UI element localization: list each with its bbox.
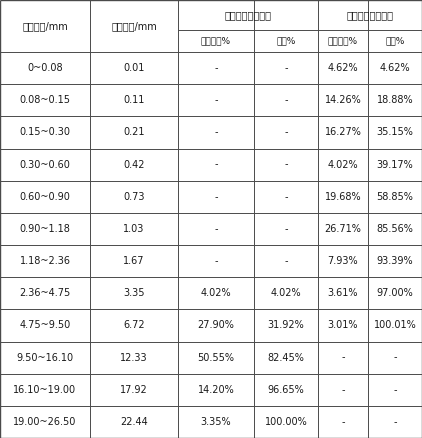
Text: -: - — [214, 159, 218, 170]
Text: 22.44: 22.44 — [120, 417, 148, 427]
Text: 1.03: 1.03 — [123, 224, 145, 234]
Text: 50.55%: 50.55% — [197, 353, 235, 363]
Text: 0.08~0.15: 0.08~0.15 — [19, 95, 70, 105]
Text: -: - — [284, 256, 288, 266]
Text: 85.56%: 85.56% — [376, 224, 414, 234]
Text: 3.35%: 3.35% — [201, 417, 231, 427]
Text: -: - — [284, 192, 288, 202]
Text: 14.26%: 14.26% — [325, 95, 361, 105]
Text: 3.61%: 3.61% — [328, 288, 358, 298]
Text: 4.02%: 4.02% — [201, 288, 231, 298]
Text: 0.42: 0.42 — [123, 159, 145, 170]
Text: 27.90%: 27.90% — [197, 321, 235, 330]
Text: -: - — [284, 224, 288, 234]
Text: 1.67: 1.67 — [123, 256, 145, 266]
Text: -: - — [393, 353, 397, 363]
Text: -: - — [214, 95, 218, 105]
Text: 16.27%: 16.27% — [325, 127, 361, 138]
Text: -: - — [284, 127, 288, 138]
Text: 82.45%: 82.45% — [268, 353, 304, 363]
Text: 体积分数%: 体积分数% — [328, 36, 358, 46]
Text: -: - — [341, 417, 345, 427]
Text: 累积%: 累积% — [276, 36, 296, 46]
Text: 0.15~0.30: 0.15~0.30 — [19, 127, 70, 138]
Text: 97.00%: 97.00% — [376, 288, 414, 298]
Text: 19.00~26.50: 19.00~26.50 — [14, 417, 77, 427]
Text: 4.62%: 4.62% — [328, 63, 358, 73]
Text: 3.01%: 3.01% — [328, 321, 358, 330]
Text: 体积分数%: 体积分数% — [201, 36, 231, 46]
Text: 累积%: 累积% — [385, 36, 405, 46]
Text: -: - — [341, 353, 345, 363]
Text: 4.75~9.50: 4.75~9.50 — [19, 321, 70, 330]
Text: 12.33: 12.33 — [120, 353, 148, 363]
Text: 0~0.08: 0~0.08 — [27, 63, 63, 73]
Text: -: - — [214, 127, 218, 138]
Text: -: - — [214, 63, 218, 73]
Text: -: - — [393, 417, 397, 427]
Text: 93.39%: 93.39% — [377, 256, 413, 266]
Text: -: - — [284, 159, 288, 170]
Text: 4.62%: 4.62% — [380, 63, 410, 73]
Text: 3.35: 3.35 — [123, 288, 145, 298]
Text: 粗骨料粒级分布表: 粗骨料粒级分布表 — [225, 10, 271, 20]
Text: 26.71%: 26.71% — [325, 224, 361, 234]
Text: 1.18~2.36: 1.18~2.36 — [19, 256, 70, 266]
Text: 35.15%: 35.15% — [376, 127, 414, 138]
Text: 58.85%: 58.85% — [376, 192, 414, 202]
Text: 4.02%: 4.02% — [271, 288, 301, 298]
Text: 39.17%: 39.17% — [376, 159, 414, 170]
Text: -: - — [214, 256, 218, 266]
Text: -: - — [214, 192, 218, 202]
Text: 4.02%: 4.02% — [328, 159, 358, 170]
Text: -: - — [393, 385, 397, 395]
Text: 31.92%: 31.92% — [268, 321, 304, 330]
Text: -: - — [284, 63, 288, 73]
Text: -: - — [284, 95, 288, 105]
Text: 细骨料粒级分布表: 细骨料粒级分布表 — [346, 10, 393, 20]
Text: 特征粒径/mm: 特征粒径/mm — [111, 21, 157, 31]
Text: 18.88%: 18.88% — [377, 95, 413, 105]
Text: 7.93%: 7.93% — [328, 256, 358, 266]
Text: 19.68%: 19.68% — [325, 192, 361, 202]
Text: 17.92: 17.92 — [120, 385, 148, 395]
Text: 0.01: 0.01 — [123, 63, 145, 73]
Text: 0.21: 0.21 — [123, 127, 145, 138]
Text: 6.72: 6.72 — [123, 321, 145, 330]
Text: 100.01%: 100.01% — [373, 321, 417, 330]
Text: 2.36~4.75: 2.36~4.75 — [19, 288, 70, 298]
Text: 粒径区间/mm: 粒径区间/mm — [22, 21, 68, 31]
Text: 16.10~19.00: 16.10~19.00 — [14, 385, 76, 395]
Text: 0.30~0.60: 0.30~0.60 — [19, 159, 70, 170]
Text: 96.65%: 96.65% — [268, 385, 304, 395]
Text: 0.73: 0.73 — [123, 192, 145, 202]
Text: 14.20%: 14.20% — [197, 385, 234, 395]
Text: -: - — [214, 224, 218, 234]
Text: 0.90~1.18: 0.90~1.18 — [19, 224, 70, 234]
Text: 0.11: 0.11 — [123, 95, 145, 105]
Text: -: - — [341, 385, 345, 395]
Text: 0.60~0.90: 0.60~0.90 — [19, 192, 70, 202]
Text: 9.50~16.10: 9.50~16.10 — [16, 353, 73, 363]
Text: 100.00%: 100.00% — [265, 417, 307, 427]
